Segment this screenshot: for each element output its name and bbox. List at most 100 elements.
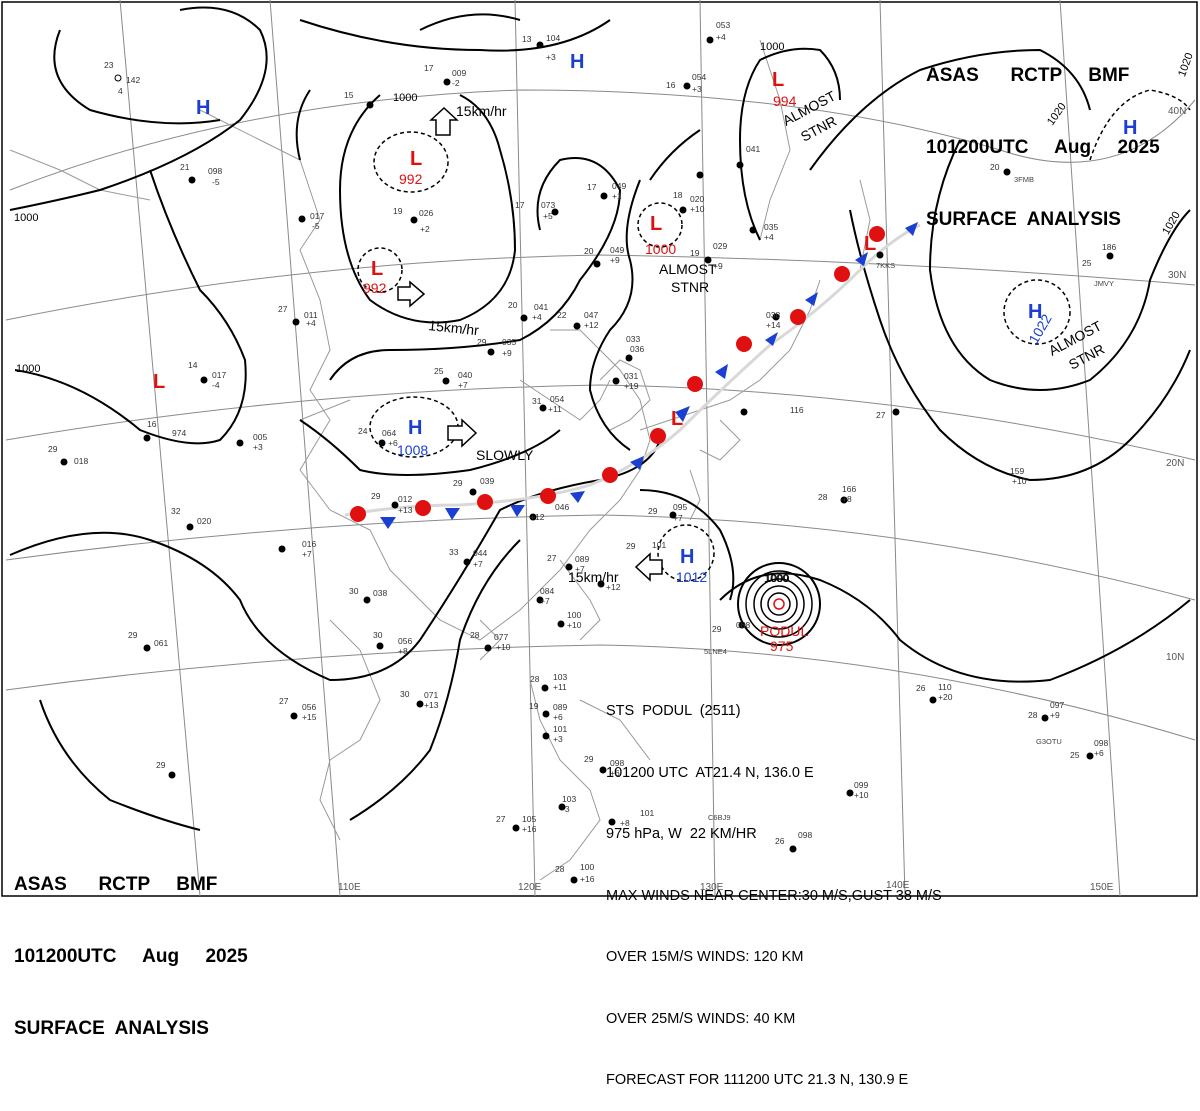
pressure-systems: H H H H H H L L L L L L L (153, 51, 1137, 568)
header-bottom-left: ASAS RCTP BMF 101200UTC Aug 2025 SURFACE… (14, 825, 248, 1065)
station-label: 17 (587, 182, 597, 192)
station-label: 098 (1094, 738, 1108, 748)
station-label: 29 (477, 337, 487, 347)
station-label: +13 (424, 700, 439, 710)
station-label: 088 (736, 620, 750, 630)
station-label: 077 (494, 632, 508, 642)
station-label: 116 (790, 405, 804, 415)
station-label: 28 (530, 674, 540, 684)
station-label: +7 (673, 513, 683, 523)
station-id: 3FMB (1014, 175, 1034, 184)
low-japan: L (864, 233, 876, 255)
station-label: 27 (278, 304, 288, 314)
station-label: +12 (606, 582, 621, 592)
station-label: 29 (453, 478, 463, 488)
station-label: +3 (546, 52, 556, 62)
station-label: +6 (553, 712, 563, 722)
arrow-east-north (397, 280, 426, 308)
station-label: 040 (458, 370, 472, 380)
station-id: G3OTU (1036, 737, 1062, 746)
station-label: 047 (584, 310, 598, 320)
station-label: 054 (692, 72, 706, 82)
station-label: +13 (398, 505, 413, 515)
high-china: H (408, 417, 422, 439)
storm-info-line: OVER 15M/S WINDS: 120 KM (606, 949, 804, 965)
storm-info-line: 975 hPa, W 22 KM/HR (606, 826, 757, 842)
typhoon-pressure: 975 (770, 638, 794, 654)
station-label: 19 (690, 248, 700, 258)
station-label: 32 (171, 506, 181, 516)
station-label: 142 (126, 75, 140, 85)
station-label: 036 (630, 344, 644, 354)
lat-label: 10N (1166, 652, 1184, 663)
arrow-east (447, 418, 478, 448)
station-label: 041 (746, 144, 760, 154)
station-label: 020 (690, 194, 704, 204)
high-east: H (1028, 301, 1042, 323)
station-symbols (60, 36, 1114, 884)
station-label: 13 (522, 34, 532, 44)
lat-label: 20N (1166, 458, 1184, 469)
station-label: +12 (584, 320, 599, 330)
station-label: +3 (253, 442, 263, 452)
station-label: +4 (716, 32, 726, 42)
station-label: +9 (610, 255, 620, 265)
low-center: L (650, 213, 662, 235)
station-label: 064 (382, 428, 396, 438)
header-line3: SURFACE ANALYSIS (14, 1018, 209, 1039)
low-center-value: 1000 (645, 241, 676, 257)
station-label: +4 (532, 312, 542, 322)
map-border (1, 1, 1198, 897)
station-label: 041 (534, 302, 548, 312)
latlon-grid (5, 0, 1196, 897)
station-label: +9 (713, 261, 723, 271)
station-label: +3 (692, 84, 702, 94)
station-label: 186 (1102, 242, 1116, 252)
isobar-label: 1000 (14, 212, 38, 224)
station-label: 30 (349, 586, 359, 596)
coastline (9, 39, 871, 881)
station-label: 31 (532, 396, 542, 406)
station-label: 17 (424, 63, 434, 73)
station-label: 011 (304, 310, 318, 320)
station-label: 049 (612, 181, 626, 191)
station-label: 16 (147, 419, 157, 429)
station-label: 29 (584, 754, 594, 764)
station-label: 20 (508, 300, 518, 310)
station-label: +11 (553, 682, 567, 692)
station-ids: 5LNE4 G3OTU C6BJ9 JMVY 7KKS 3FMB (704, 175, 1114, 822)
station-label: 4 (118, 86, 123, 96)
lat-label: 40N (1168, 106, 1186, 117)
station-id: C6BJ9 (708, 813, 731, 822)
station-label: -5 (312, 221, 320, 231)
station-label: +2 (420, 224, 430, 234)
station-label: 29 (626, 541, 636, 551)
station-label: 073 (541, 200, 555, 210)
station-label: +10 (854, 790, 869, 800)
isobars (9, 6, 1191, 831)
station-label: 009 (452, 68, 466, 78)
station-label: +8 (398, 646, 408, 656)
header-top-right: ASAS RCTP BMF 101200UTC Aug 2025 SURFACE… (926, 16, 1160, 256)
station-label: +3 (553, 734, 563, 744)
lon-label: 140E (886, 880, 910, 891)
low-japan2: L (671, 408, 683, 430)
lon-label: 150E (1090, 882, 1114, 893)
station-label: 28 (555, 864, 565, 874)
station-label: +14 (766, 320, 781, 330)
station-label: +4 (306, 318, 316, 328)
station-label: +6 (388, 438, 398, 448)
low-north2: L (371, 258, 383, 280)
station-label: -2 (452, 78, 460, 88)
station-id: 5LNE4 (704, 647, 727, 656)
station-text: 13 104 +3 23 142 4 17 009 -2 15 053 +4 1… (48, 20, 1116, 884)
station-label: 016 (302, 539, 316, 549)
motion-label: 15km/hr (456, 103, 507, 119)
station-label: 017 (310, 211, 324, 221)
station-label: 098 (798, 830, 812, 840)
station-label: +10 (1012, 476, 1027, 486)
header-line2: 101200UTC Aug 2025 (14, 946, 248, 967)
weather-map: 13 104 +3 23 142 4 17 009 -2 15 053 +4 1… (1, 0, 1198, 897)
station-label: 20 (584, 246, 594, 256)
station-label: 25 (434, 366, 444, 376)
